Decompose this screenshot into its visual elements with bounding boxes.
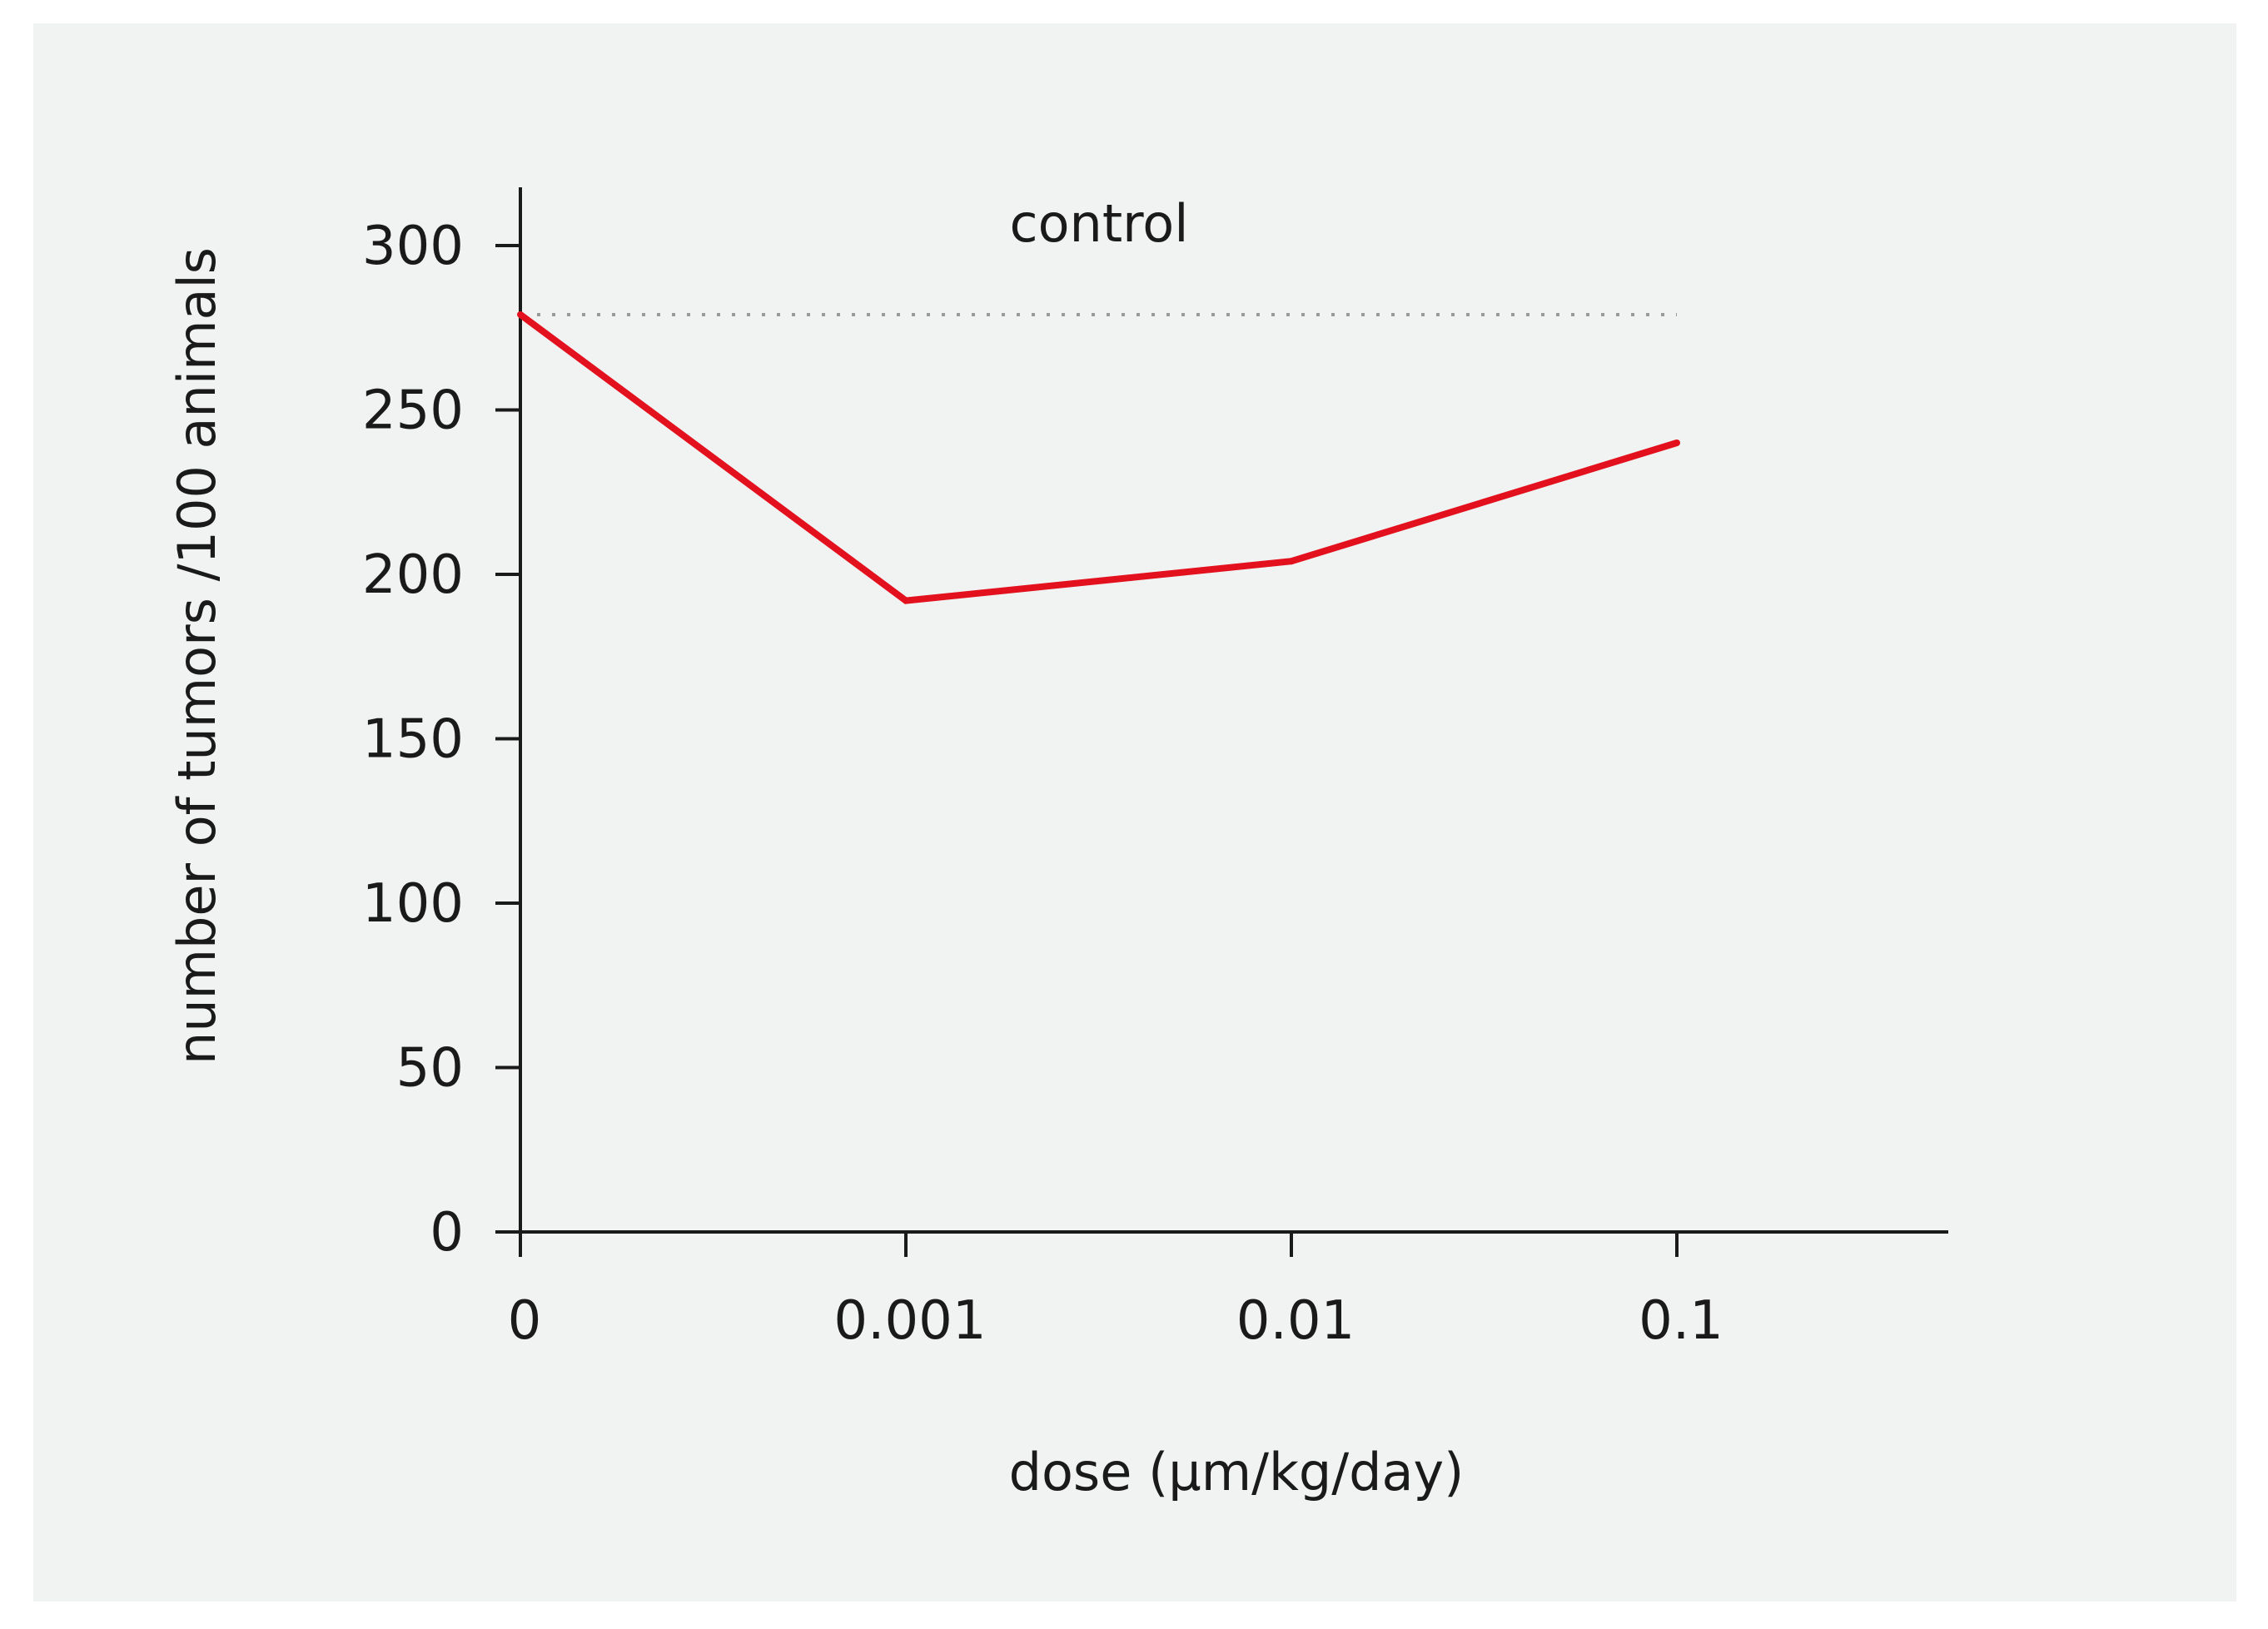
chart-panel-background xyxy=(33,23,2236,1602)
x-tick-label: 0.01 xyxy=(1236,1290,1355,1352)
series-line xyxy=(518,311,1679,604)
y-tick-label: 300 xyxy=(362,216,464,277)
series-group xyxy=(517,310,1680,604)
data-point xyxy=(1288,558,1295,565)
data-point xyxy=(903,597,909,604)
y-tick-label: 0 xyxy=(430,1202,464,1264)
data-point xyxy=(1674,440,1680,446)
x-tick-label: 0.001 xyxy=(833,1290,986,1352)
control-label: control xyxy=(1010,193,1189,254)
y-axis-title: number of tumors /100 animals xyxy=(167,247,227,1065)
x-tick-label: 0 xyxy=(508,1290,542,1352)
x-axis-title: dose (µm/kg/day) xyxy=(1009,1442,1465,1502)
y-tick-label: 200 xyxy=(362,544,464,606)
data-point xyxy=(517,310,524,318)
y-tick-label: 100 xyxy=(362,873,464,935)
y-tick-label: 150 xyxy=(362,709,464,771)
y-tick-label: 250 xyxy=(362,380,464,442)
x-axis-ticks: 0 0.001 0.01 0.1 xyxy=(508,1232,1723,1352)
x-tick-label: 0.1 xyxy=(1639,1290,1723,1352)
y-axis-ticks: 0 50 100 150 200 250 300 xyxy=(362,216,520,1264)
y-tick-label: 50 xyxy=(396,1038,464,1100)
